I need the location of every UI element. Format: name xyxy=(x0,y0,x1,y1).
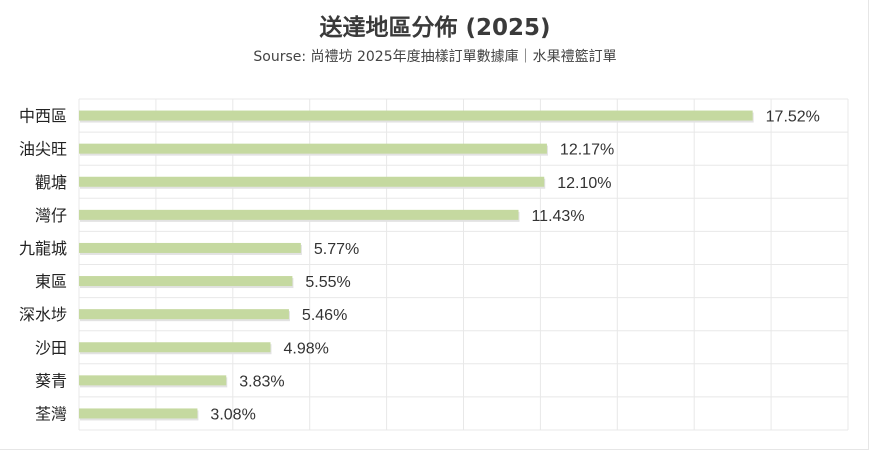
category-label: 東區 xyxy=(35,272,67,291)
chart-subtitle: Sourse: 尚禮坊 2025年度抽樣訂單數據庫｜水果禮籃訂單 xyxy=(253,49,617,65)
category-label: 九龍城 xyxy=(19,239,67,258)
bar xyxy=(79,375,227,386)
category-label: 中西區 xyxy=(19,107,67,126)
category-label: 油尖旺 xyxy=(19,140,67,159)
bar xyxy=(79,143,547,154)
value-label: 3.08% xyxy=(210,406,255,423)
category-label: 觀塘 xyxy=(35,173,67,192)
value-label: 5.77% xyxy=(314,241,359,258)
value-label: 17.52% xyxy=(766,109,820,126)
value-label: 3.83% xyxy=(239,373,284,390)
value-label: 4.98% xyxy=(283,340,328,357)
bar xyxy=(79,110,753,121)
bar xyxy=(79,408,198,419)
bar xyxy=(79,176,545,187)
bar xyxy=(79,309,289,320)
chart-title: 送達地區分佈 (2025) xyxy=(319,15,551,41)
category-label: 荃灣 xyxy=(35,404,67,423)
value-label: 12.17% xyxy=(560,142,614,159)
value-label: 11.43% xyxy=(531,208,584,225)
value-label: 5.46% xyxy=(302,307,347,324)
bar xyxy=(79,342,271,353)
category-label: 葵青 xyxy=(35,371,67,390)
bar xyxy=(79,209,519,220)
category-label: 灣仔 xyxy=(35,206,67,225)
value-label: 5.55% xyxy=(305,274,350,291)
bar xyxy=(79,276,293,287)
category-label: 沙田 xyxy=(35,338,67,357)
bar xyxy=(79,242,301,253)
category-label: 深水埗 xyxy=(19,305,67,324)
value-label: 12.10% xyxy=(557,175,611,192)
